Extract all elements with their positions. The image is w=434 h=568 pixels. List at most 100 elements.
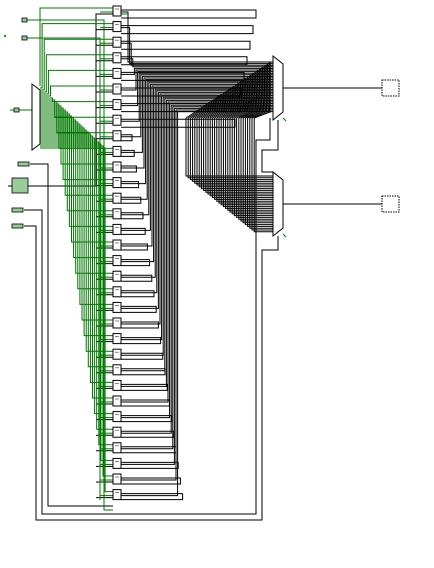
mux-b-diagonal-wire	[209, 79, 272, 119]
decoder-output-wire	[40, 113, 113, 227]
decoder-output-wire	[40, 145, 113, 477]
mux-b-bus-wire	[247, 118, 273, 227]
mux-b-diagonal-wire	[225, 90, 272, 119]
register-27	[112, 426, 122, 438]
green-wires	[10, 7, 287, 511]
read-data-b-output	[381, 195, 400, 213]
register-24	[112, 379, 122, 391]
register-feedback-wire	[121, 383, 168, 391]
read-select-b-wire	[24, 225, 279, 521]
decoder-output-wire	[40, 125, 113, 321]
components	[3, 5, 400, 501]
register-7	[112, 114, 122, 126]
read-select-b-pin	[11, 223, 24, 229]
register-13	[112, 208, 122, 220]
register-feedback-wire	[121, 305, 157, 313]
read-mux-b	[272, 170, 284, 238]
mux-a-bus-wire	[121, 87, 273, 263]
decoder-output-wire	[40, 99, 113, 118]
mux-b-bus-wire	[225, 118, 273, 209]
mux-b-bus-wire	[233, 118, 273, 217]
decoder-output-wire	[40, 111, 113, 212]
register-4	[112, 67, 122, 79]
register-select-pin	[13, 107, 20, 113]
mux-a-bus-wire	[121, 95, 273, 341]
mux-b-diagonal-wire	[229, 93, 272, 119]
decoder-output-wire	[40, 23, 113, 89]
register-feedback-wire	[121, 430, 175, 438]
mux-b-diagonal-wire	[249, 107, 272, 119]
mux-b-diagonal-wire	[207, 77, 272, 119]
register-3	[112, 52, 122, 64]
register-14	[112, 223, 122, 235]
register-feedback-wire	[121, 259, 151, 267]
register-5	[112, 83, 122, 95]
mux-b-diagonal-wire	[201, 72, 272, 119]
register-17	[112, 270, 122, 282]
mux-b-carry	[282, 233, 287, 238]
decoder-output-wire	[40, 121, 113, 290]
decoder-output-wire	[40, 54, 113, 93]
register-31	[112, 489, 122, 501]
mux-a-bus-wire	[121, 69, 273, 91]
mux-a-bus-wire	[121, 72, 273, 122]
mux-a-bus-wire	[121, 75, 273, 153]
decoder-output-wire	[40, 38, 113, 91]
write-data-bus	[26, 19, 113, 511]
register-18	[112, 286, 122, 298]
mux-b-bus-wire	[249, 118, 273, 229]
read-data-a-output	[381, 79, 400, 97]
mux-a-bus-wire	[121, 93, 273, 325]
mux-b-diagonal-wire	[190, 64, 272, 119]
mux-a-bus-wire	[121, 85, 273, 247]
register-feedback-wire	[121, 415, 173, 423]
register-30	[112, 473, 122, 485]
register-feedback-wire	[121, 227, 146, 235]
register-feedback-wire	[121, 134, 133, 142]
mux-b-diagonal-wire	[251, 109, 272, 119]
mux-a-carry	[282, 117, 287, 122]
register-8	[112, 130, 122, 142]
mux-a-bus-wire	[121, 11, 273, 63]
register-2	[112, 36, 122, 48]
read-mux-a	[272, 54, 284, 122]
reset-input-pin	[17, 161, 30, 167]
clock-input-pin	[21, 17, 28, 23]
mux-b-diagonal-wire	[240, 101, 272, 119]
mux-b-bus-wire	[207, 118, 273, 195]
mux-b-diagonal-wire	[220, 87, 272, 119]
decoder-output-wire	[40, 105, 113, 165]
black-wires	[8, 9, 382, 521]
decoder-output-wire	[40, 147, 113, 493]
register-6	[112, 99, 122, 111]
register-feedback-wire	[121, 212, 144, 220]
mux-a-bus-wire	[121, 90, 273, 294]
register-feedback-wire	[121, 477, 181, 485]
register-feedback-wire	[121, 181, 140, 189]
mux-b-bus-wire	[198, 118, 273, 188]
decoder-output-wire	[40, 85, 113, 97]
mux-a-bus-wire	[121, 83, 273, 231]
mux-b-bus-wire	[194, 118, 273, 184]
decoder-output-wire	[40, 133, 113, 383]
mux-b-bus-wire	[209, 118, 273, 197]
decoder-output-wire	[40, 131, 113, 368]
mux-b-diagonal-wire	[236, 98, 272, 119]
register-feedback-wire	[121, 25, 254, 35]
decoder-output-wire	[40, 129, 113, 352]
register-28	[112, 442, 122, 454]
decoder-output-wire	[40, 143, 113, 461]
register-feedback-wire	[121, 321, 159, 329]
mux-b-bus-wire	[251, 118, 273, 231]
mux-a-bus-wire	[121, 79, 273, 185]
register-feedback-wire	[121, 165, 137, 173]
mux-b-bus-wire	[185, 118, 273, 177]
register-feedback-wire	[121, 9, 257, 19]
mux-b-diagonal-wire	[218, 85, 272, 119]
decoder-output-wire	[40, 101, 113, 134]
register-15	[112, 239, 122, 251]
register-29	[112, 457, 122, 469]
register-feedback-wire	[121, 290, 155, 298]
mux-b-diagonal-wire	[238, 99, 272, 119]
register-0	[112, 5, 122, 17]
